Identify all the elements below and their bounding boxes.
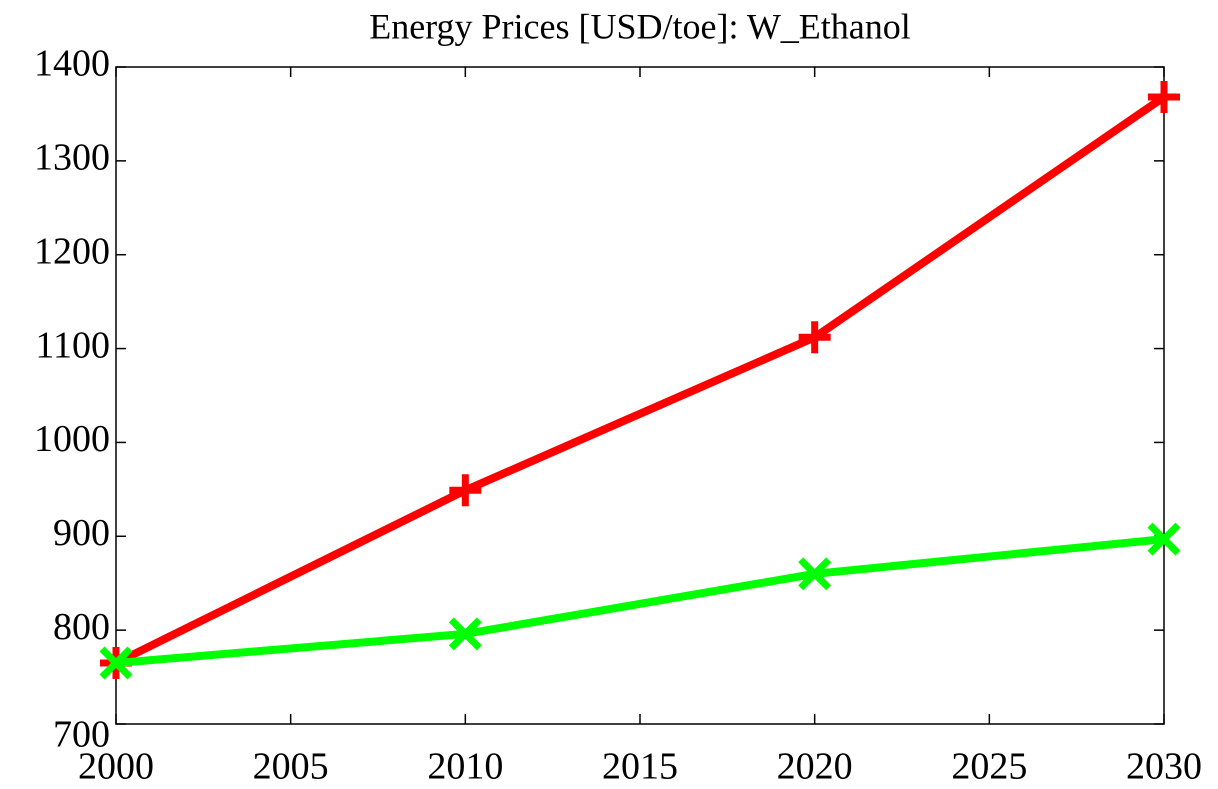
x-tick-label: 2020 (777, 746, 853, 788)
x-tick-label: 2015 (602, 746, 678, 788)
y-tick-label: 1000 (34, 418, 110, 460)
y-tick-label: 1300 (34, 137, 110, 179)
point-marker (448, 617, 482, 651)
series-line (115, 535, 1165, 667)
x-tick-label: 2010 (427, 746, 503, 788)
y-tick-label: 1200 (34, 230, 110, 272)
point-marker (1148, 81, 1180, 114)
x-tick-label: 2000 (78, 746, 154, 788)
y-tick-label: 1100 (35, 324, 110, 366)
y-tick-label: 900 (53, 512, 110, 554)
point-marker (798, 321, 831, 354)
point-marker (449, 474, 482, 507)
x-tick-label: 2025 (951, 746, 1027, 788)
y-tick-label: 800 (53, 606, 110, 648)
chart-title: Energy Prices [USD/toe]: W_Ethanol (369, 6, 911, 46)
point-marker (798, 557, 832, 591)
x-tick-label: 2030 (1126, 746, 1202, 788)
y-tick-label: 1400 (34, 43, 110, 85)
plot-frame (115, 66, 1165, 725)
x-tick-label: 2005 (253, 746, 329, 788)
point-marker (99, 646, 133, 680)
series-line (114, 93, 1167, 667)
y-tick-label: 700 (53, 714, 110, 756)
point-marker (1147, 522, 1181, 556)
